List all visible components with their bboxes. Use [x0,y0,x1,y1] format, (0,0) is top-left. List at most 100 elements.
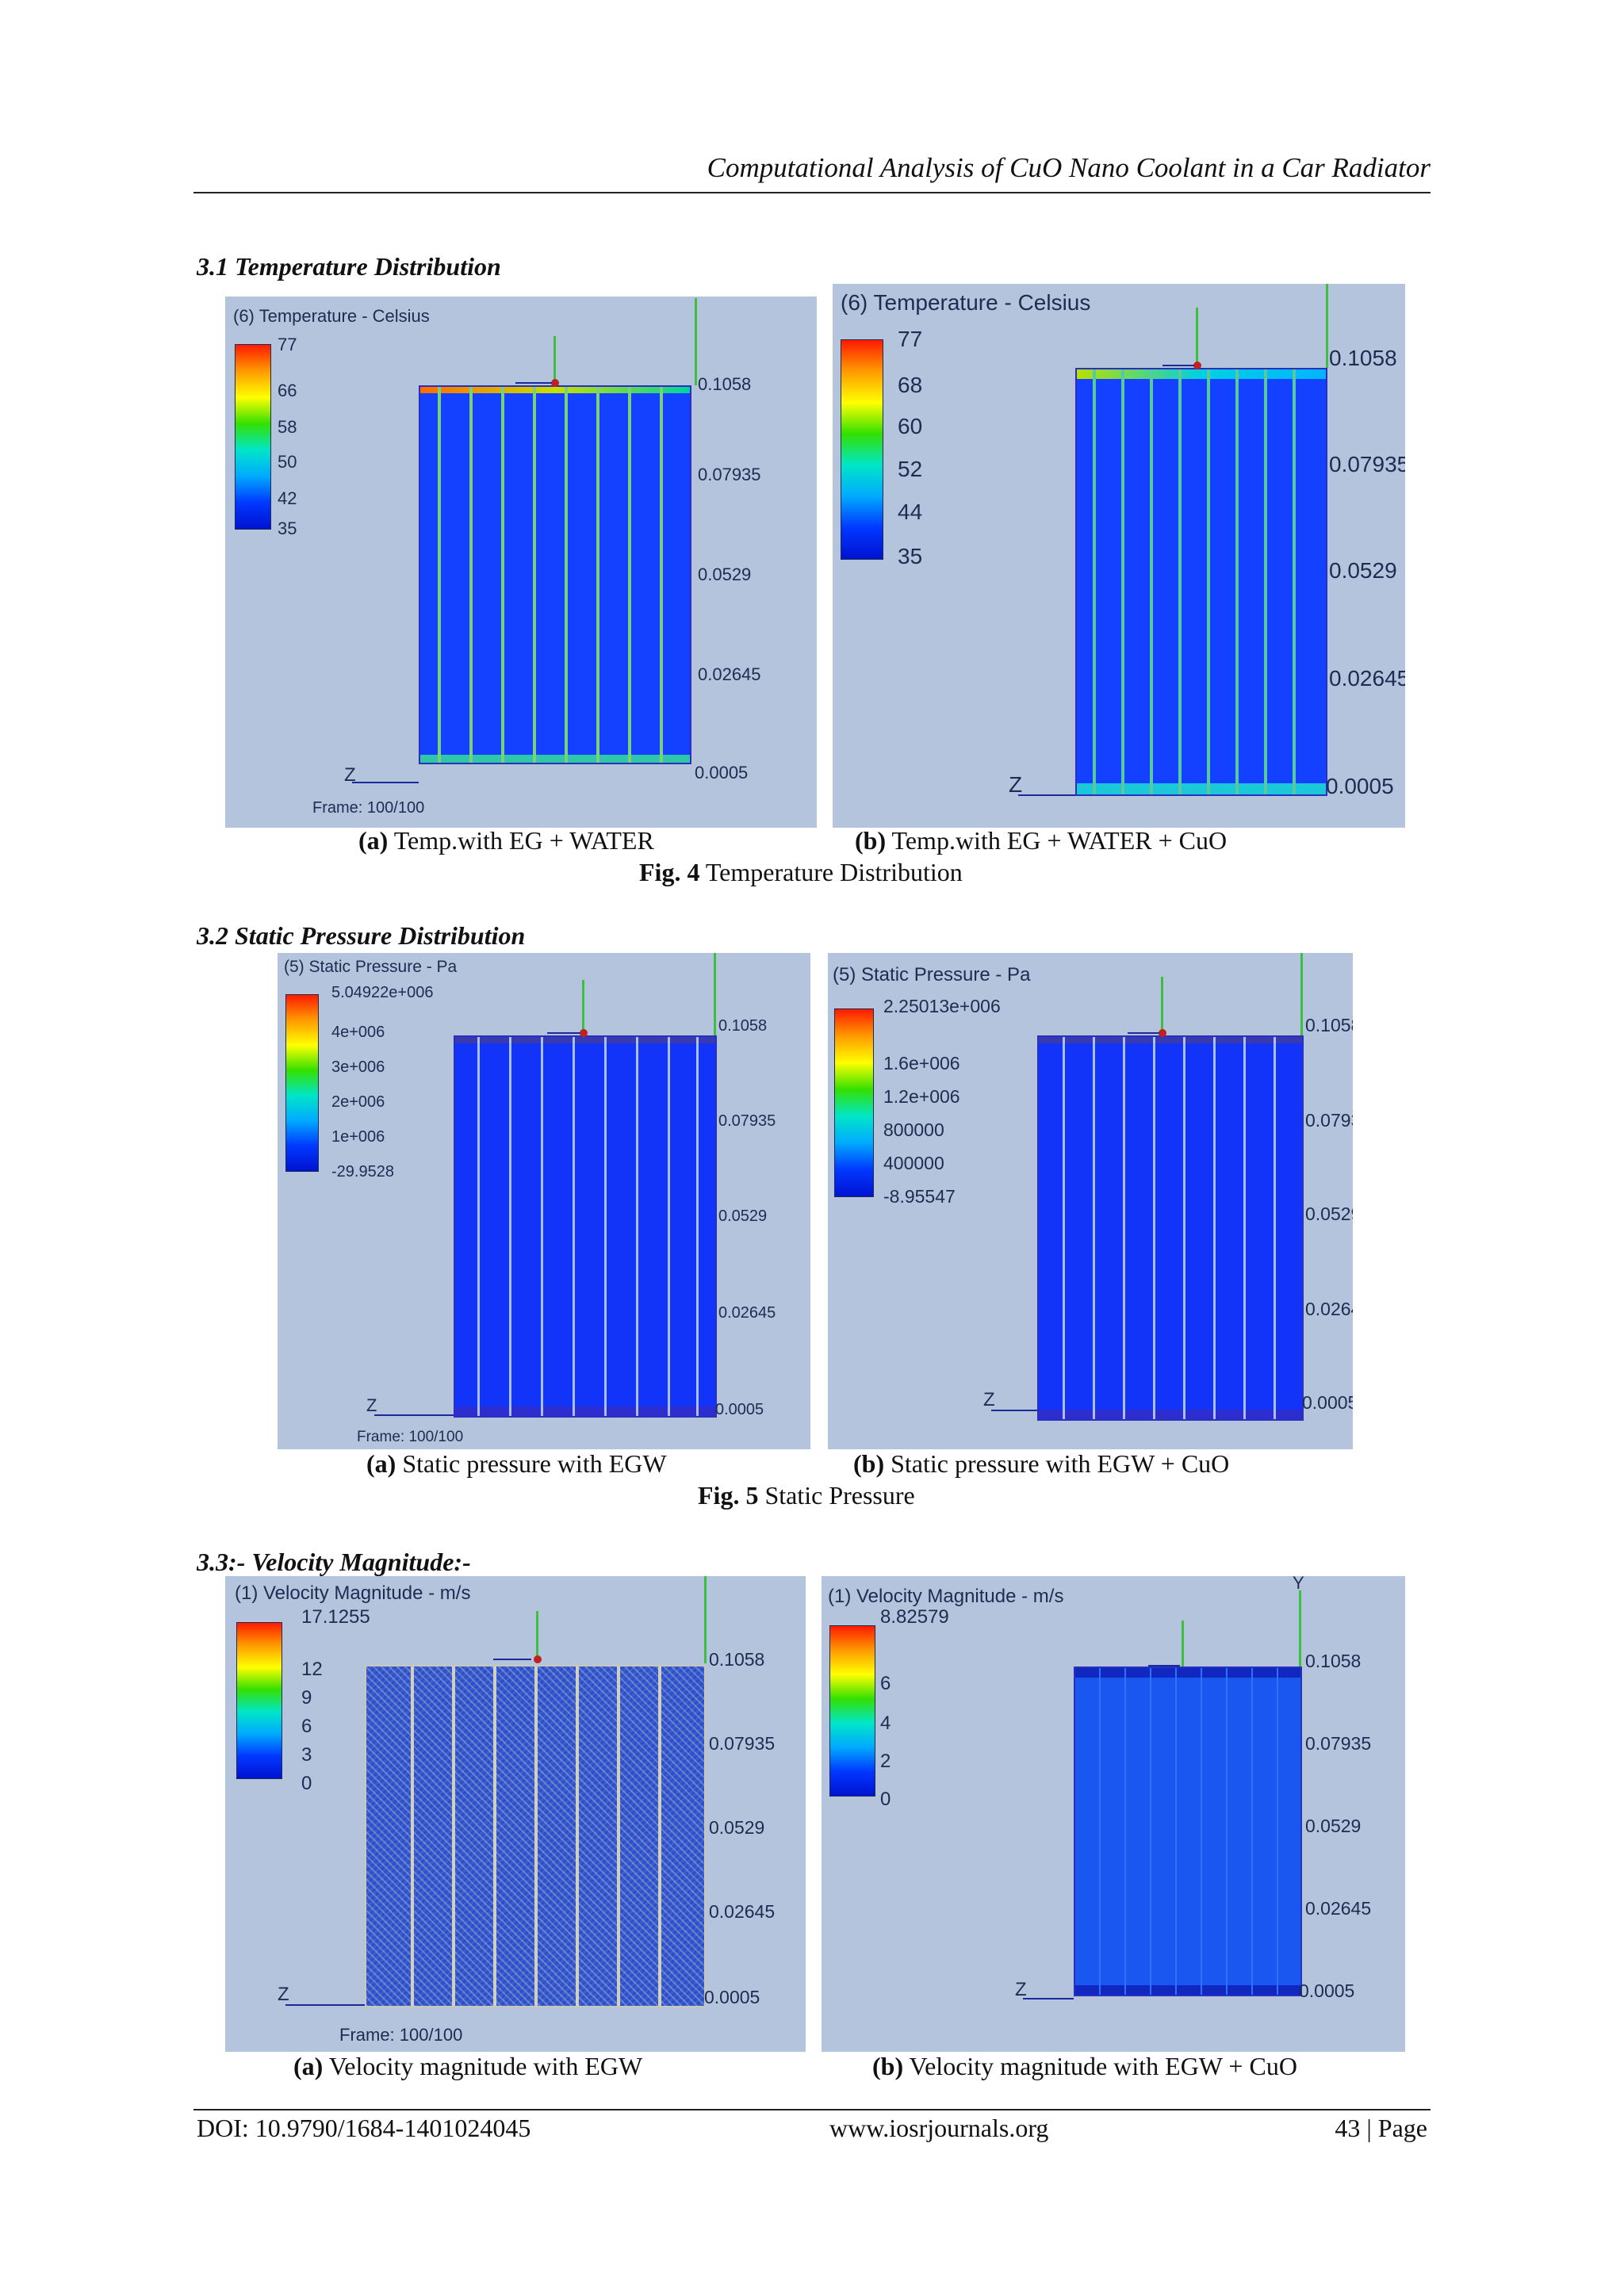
y-axis-line [695,298,697,385]
radiator-core [1037,1035,1304,1421]
y-axis-label: Y [1293,1576,1304,1593]
z-axis-arrow [285,2004,365,2006]
legend-title: (5) Static Pressure - Pa [284,958,458,976]
radiator-tube [1226,1668,1228,1995]
radiator-tube [565,387,568,763]
legend-tick: -29.9528 [331,1163,394,1181]
x-arrow [1162,365,1194,366]
fig6a-velocity-panel: (1) Velocity Magnitude - m/s 17.1255 12 … [225,1576,806,2052]
radiator-tube [1178,369,1182,794]
z-axis-arrow [1018,794,1075,796]
legend-tick: 4e+006 [331,1024,385,1041]
z-axis-label: Z [366,1395,377,1415]
y-axis-line [714,953,716,1035]
radiator-tube [477,1037,480,1416]
legend-tick: 68 [898,373,923,397]
axis-value: 0.02645 [709,1901,776,1922]
y-arrow [1182,1621,1184,1667]
radiator-tube [1274,1037,1276,1419]
fig6a-caption: (a) Velocity magnitude with EGW [293,2052,642,2081]
axis-value: 0.02645 [698,664,761,684]
radiator-tube [1251,1668,1253,1995]
legend-tick: 77 [898,327,923,351]
fig4a-caption: (a) Temp.with EG + WATER [358,826,654,855]
z-axis-arrow [1023,1998,1074,1999]
radiator-tube [668,1037,670,1416]
fig5-caption: Fig. 5 Static Pressure [698,1481,915,1510]
legend-tick: 17.1255 [301,1606,370,1628]
fig4a-temperature-panel: (6) Temperature - Celsius 77 66 58 50 42… [225,297,817,828]
axis-value: 0.0005 [704,1987,760,2007]
y-arrow [536,1611,538,1662]
radiator-tube [493,1667,496,2006]
legend-tick: 1e+006 [331,1128,385,1146]
legend-tick: 2e+006 [331,1093,385,1111]
radiator-tube [1201,1668,1202,1995]
x-arrow [1128,1032,1159,1034]
legend-colorbar [236,1622,282,1779]
axis-value: 0.0529 [709,1817,765,1838]
legend-tick: 1.2e+006 [883,1086,960,1107]
axis-value: 0.07935 [709,1733,776,1754]
fig4b-temperature-panel: (6) Temperature - Celsius 77 68 60 52 44… [833,284,1405,828]
legend-tick: 58 [278,417,297,437]
fig4-caption: Fig. 4 Temperature Distribution [639,858,963,887]
radiator-tube [1183,1037,1185,1419]
axis-value: 0.02645 [1329,666,1405,691]
caption-label: (b) [853,1449,885,1478]
radiator-tube [509,1037,511,1416]
axis-value: 0.0529 [1329,558,1397,583]
legend-tick: 5.04922e+006 [331,984,434,1001]
z-axis-label: Z [1015,1979,1027,2000]
x-arrow [547,1032,580,1034]
legend-tick: 50 [278,452,297,472]
z-axis-label: Z [278,1984,289,2005]
z-axis-arrow [374,1414,454,1416]
figure-title: Temperature Distribution [699,858,963,886]
radiator-tube [1093,369,1096,794]
radiator-core [365,1665,706,2007]
axis-value: 0.0529 [698,564,752,584]
legend-tick: 2 [880,1751,891,1772]
radiator-tube [1175,1668,1177,1995]
legend-title: (1) Velocity Magnitude - m/s [828,1586,1064,1607]
radiator-tube [1293,369,1296,794]
x-arrow [1148,1665,1180,1667]
y-axis-line [1299,1590,1301,1667]
running-header: Computational Analysis of CuO Nano Coola… [707,152,1431,183]
axis-value: 0.0529 [1305,1203,1353,1224]
z-axis-label: Z [983,1389,995,1410]
radiator-bottom-tank [420,755,690,763]
origin-dot [580,1029,588,1037]
caption-label: (b) [872,2052,904,2080]
section-heading-static-pressure: 3.2 Static Pressure Distribution [197,921,526,950]
radiator-tube [1235,369,1239,794]
radiator-tube [438,387,441,763]
axis-value: 0.07935 [698,465,761,484]
legend-tick: 42 [278,488,297,508]
z-axis-label: Z [1009,772,1023,797]
radiator-tube [1099,1668,1101,1995]
radiator-tube [1277,1668,1278,1995]
section-heading-velocity: 3.3:- Velocity Magnitude:- [197,1548,471,1576]
radiator-bottom-tank [1077,783,1326,794]
radiator-top-tank [1075,1668,1300,1678]
legend-title: (1) Velocity Magnitude - m/s [235,1582,471,1604]
caption-text: Static pressure with EGW + CuO [884,1449,1230,1478]
footer-website: www.iosrjournals.org [829,2114,1049,2142]
radiator-tube [660,387,663,763]
radiator-tube [1213,1037,1216,1419]
radiator-tube [1063,1037,1065,1419]
header-rule [193,192,1431,193]
radiator-tube [1093,1037,1095,1419]
legend-tick: 6 [880,1673,891,1694]
legend-tick: 2.25013e+006 [883,996,1001,1016]
legend-colorbar [834,1008,874,1197]
radiator-top-tank [420,387,690,393]
axis-value: 0.07935 [718,1112,776,1130]
axis-value: 0.1058 [698,374,752,394]
legend-tick: 1.6e+006 [883,1053,960,1073]
radiator-tube [452,1667,455,2006]
radiator-tube [469,387,473,763]
axis-value: 0.1058 [1305,1015,1353,1035]
